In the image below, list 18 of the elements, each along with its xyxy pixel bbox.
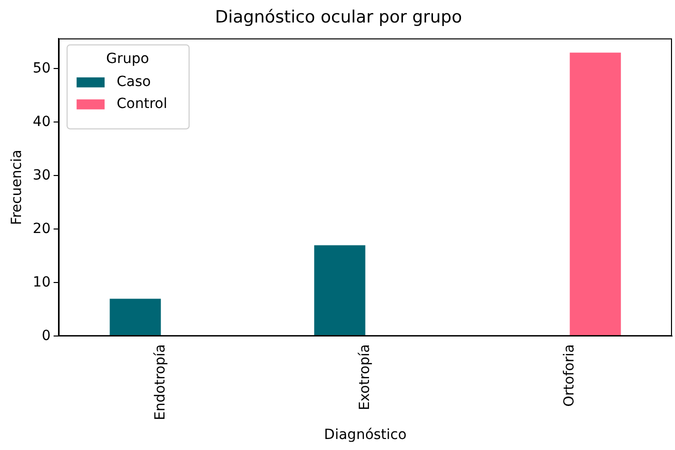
legend-label: Control xyxy=(116,96,168,112)
y-tick-label: 50 xyxy=(32,60,51,76)
y-tick-label: 0 xyxy=(42,328,51,344)
bar xyxy=(570,52,621,336)
y-tick-label: 30 xyxy=(32,167,51,184)
legend-label: Caso xyxy=(116,74,151,90)
y-axis-title: Frecuencia xyxy=(9,150,26,225)
chart-title: Diagnóstico ocular por grupo xyxy=(215,8,462,28)
x-axis-title: Diagnóstico xyxy=(324,427,407,444)
x-tick-label: Ortoforia xyxy=(561,344,578,407)
bar xyxy=(110,298,161,336)
y-tick-label: 20 xyxy=(32,220,51,237)
y-tick-label: 40 xyxy=(32,114,51,130)
legend-title: Grupo xyxy=(106,51,150,68)
bar xyxy=(314,245,366,336)
x-tick-label: Endotropía xyxy=(152,344,168,420)
y-tick-label: 10 xyxy=(32,274,51,290)
x-tick-label: Exotropía xyxy=(356,344,373,410)
